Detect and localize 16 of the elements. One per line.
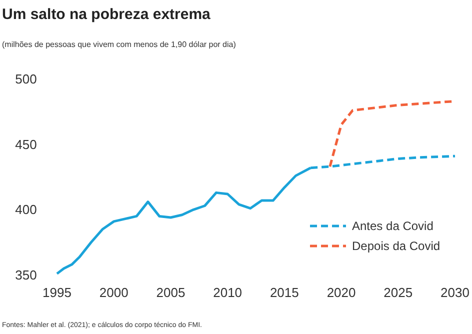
y-tick-label: 450: [15, 136, 37, 152]
x-tick-label: 2005: [156, 285, 186, 300]
y-tick-label: 400: [15, 202, 37, 218]
x-tick-label: 1995: [42, 285, 72, 300]
x-tick-label: 2020: [326, 285, 356, 300]
x-tick-label: 2000: [99, 285, 128, 300]
chart-title: Um salto na pobreza extrema: [2, 6, 212, 23]
legend-label: Antes da Covid: [352, 219, 434, 234]
y-tick-label: 350: [15, 268, 37, 283]
y-tick-label: 500: [15, 72, 37, 87]
x-tick-label: 2015: [270, 285, 299, 300]
legend-label: Depois da Covid: [352, 239, 440, 254]
chart-subtitle: (milhões de pessoas que vivem com menos de 1,90 dólar por dia): [2, 40, 236, 49]
x-tick-label: 2010: [213, 285, 242, 300]
x-tick-label: 2025: [384, 285, 413, 300]
x-tick-label: 2030: [440, 285, 470, 300]
